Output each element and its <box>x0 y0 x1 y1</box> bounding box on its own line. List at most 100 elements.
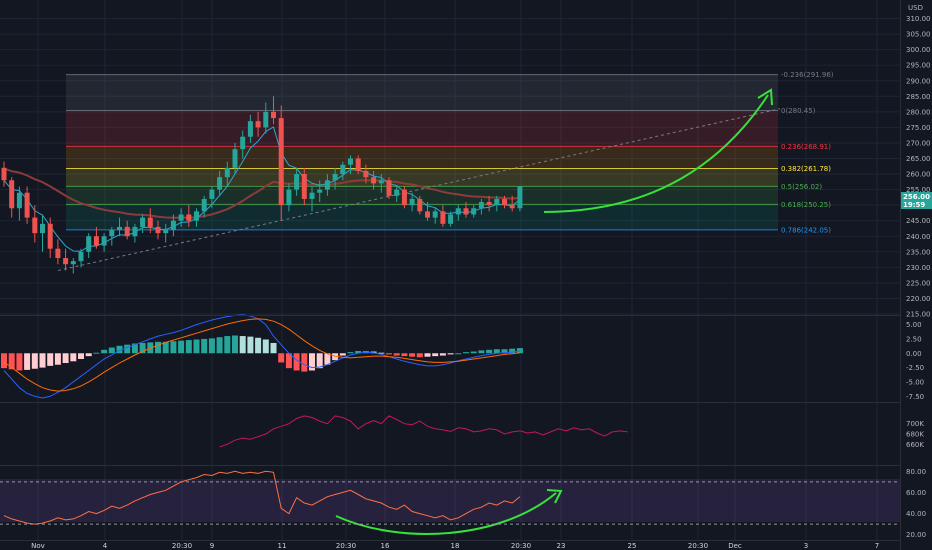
volume-panel[interactable] <box>219 415 628 448</box>
macd-histogram-bar <box>401 353 408 357</box>
candle-body <box>247 121 253 137</box>
candle-body <box>332 174 338 181</box>
macd-histogram-bar <box>316 353 323 369</box>
candle-body <box>371 177 377 184</box>
fib-zone <box>66 110 778 147</box>
time-tick-label: 7 <box>875 542 879 550</box>
price-tick-label: 265.00 <box>906 155 931 163</box>
macd-tick-label: 5.00 <box>906 321 922 329</box>
macd-histogram-bar <box>332 353 339 361</box>
macd-histogram-bar <box>278 353 285 363</box>
candle-body <box>170 220 176 231</box>
time-axis[interactable]: Nov 4 20:30 9 11 20:30 16 18 20:30 23 25 20:30 Dec 3 7 <box>31 542 879 550</box>
candle-body <box>463 208 469 215</box>
candle-body <box>317 189 323 193</box>
vol-tick-label: 700K <box>906 420 924 428</box>
candle-body <box>224 167 230 178</box>
candle-body <box>194 211 199 221</box>
macd-histogram-bar <box>178 340 185 354</box>
macd-histogram-bar <box>31 353 38 369</box>
candle-body <box>117 226 122 231</box>
macd-histogram-bar <box>239 336 246 354</box>
forecast-arrow-up <box>543 94 769 213</box>
candle-body <box>101 236 107 246</box>
candle-body <box>93 236 99 246</box>
candle-body <box>201 198 207 212</box>
candle-body <box>47 223 53 249</box>
price-tick-label: 310.00 <box>906 15 931 23</box>
macd-histogram-bar <box>501 349 508 354</box>
macd-histogram-bar <box>216 337 223 354</box>
macd-histogram-bar <box>386 353 392 355</box>
bar-countdown: 19:59 <box>903 201 925 209</box>
candles <box>1 96 523 274</box>
candle-body <box>324 180 330 190</box>
macd-histogram-bar <box>1 353 7 369</box>
macd-histogram-bar <box>262 339 269 354</box>
macd-histogram-bar <box>24 353 31 370</box>
macd-histogram-bar <box>270 342 277 354</box>
macd-histogram-bar <box>16 353 23 371</box>
macd-tick-label: -2.50 <box>906 364 924 372</box>
candle-body <box>186 214 192 221</box>
macd-histogram-bar <box>185 340 192 354</box>
price-tick-label: 230.00 <box>906 264 931 272</box>
macd-histogram-bar <box>247 336 254 354</box>
macd-tick-label: 2.50 <box>906 335 922 343</box>
candle-body <box>255 121 261 128</box>
rsi-panel[interactable] <box>0 470 900 535</box>
candle-body <box>409 198 415 206</box>
macd-tick-label: -5.00 <box>906 378 924 386</box>
rsi-tick-label: 20.00 <box>906 531 926 539</box>
vol-tick-label: 680K <box>906 431 924 439</box>
macd-histogram-bar <box>463 352 469 354</box>
candle-body <box>9 180 15 209</box>
candle-body <box>217 177 223 190</box>
candle-body <box>132 226 138 237</box>
candle-body <box>294 174 300 190</box>
macd-panel[interactable] <box>1 314 523 399</box>
candle-body <box>286 189 292 206</box>
macd-histogram-bar <box>255 337 262 354</box>
macd-histogram-bar <box>309 353 315 371</box>
candle-body <box>494 198 500 206</box>
candle-body <box>417 198 423 212</box>
price-panel[interactable]: -0.236(291.96) 0(280.45) 0.236(268.91) 0.38… <box>1 71 834 274</box>
candle-body <box>163 230 169 234</box>
candle-body <box>394 189 400 196</box>
fib-level-label: 0.786(242.05) <box>781 226 831 234</box>
candle-body <box>240 136 246 150</box>
macd-histogram-bar <box>416 353 423 358</box>
macd-histogram-bar <box>108 347 115 354</box>
time-tick-label: 23 <box>557 542 566 550</box>
indicator-axes[interactable]: 5.00 2.50 0.00 -2.50 -5.00 -7.50 700K 680K 660K 8… <box>906 321 926 539</box>
macd-histogram-bar <box>201 338 208 354</box>
macd-histogram-bar <box>324 353 331 365</box>
candle-body <box>502 198 507 206</box>
candle-body <box>32 217 38 234</box>
macd-histogram-bar <box>355 350 362 354</box>
macd-histogram-bar <box>155 341 161 354</box>
macd-histogram-bar <box>193 339 200 354</box>
macd-histogram-bar <box>224 336 231 354</box>
macd-histogram-bar <box>409 353 416 357</box>
price-tick-label: 225.00 <box>906 279 931 287</box>
price-tick-label: 305.00 <box>906 31 931 39</box>
candle-body <box>271 111 276 119</box>
candle-body <box>455 208 461 215</box>
price-tick-label: 290.00 <box>906 77 931 85</box>
candle-body <box>232 149 238 168</box>
price-tick-label: 220.00 <box>906 295 931 303</box>
macd-histogram-bar <box>432 353 439 357</box>
macd-histogram-bar <box>62 353 69 364</box>
macd-signal-line <box>3 318 520 392</box>
last-price-value: 256.00 <box>903 193 930 201</box>
macd-histogram-bar <box>93 352 100 354</box>
candle-body <box>109 230 115 237</box>
fib-level-label: 0.5(256.02) <box>781 183 822 191</box>
macd-histogram-bar <box>516 348 523 354</box>
candle-body <box>440 211 446 224</box>
candle-body <box>378 180 384 184</box>
price-tick-label: 245.00 <box>906 217 931 225</box>
